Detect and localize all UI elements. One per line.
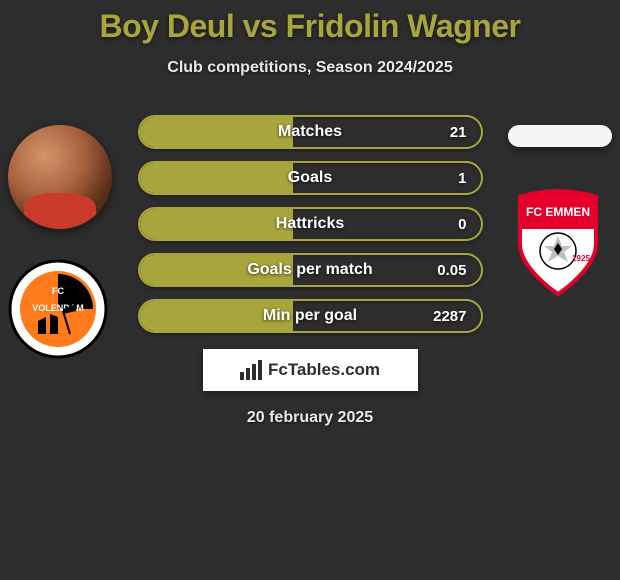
stat-row: Matches 21 <box>138 115 483 149</box>
stat-value-right: 21 <box>450 124 467 141</box>
left-player-column: FC VOLENDAM <box>8 125 112 359</box>
right-player-avatar <box>508 125 612 147</box>
right-club-badge: FC EMMEN 1925 <box>508 189 608 289</box>
comparison-date: 20 february 2025 <box>0 409 620 427</box>
stat-fill-left <box>140 117 293 147</box>
stat-row: Hattricks 0 <box>138 207 483 241</box>
stat-label: Matches <box>278 123 342 141</box>
emmen-badge-icon: FC EMMEN 1925 <box>508 189 608 299</box>
volendam-badge-icon: FC VOLENDAM <box>8 259 108 359</box>
stat-row: Goals 1 <box>138 161 483 195</box>
brand-box[interactable]: FcTables.com <box>203 349 418 391</box>
stat-row: Min per goal 2287 <box>138 299 483 333</box>
stat-row: Goals per match 0.05 <box>138 253 483 287</box>
stat-label: Min per goal <box>263 307 357 325</box>
stat-value-right: 0.05 <box>437 262 466 279</box>
chart-icon <box>240 360 262 380</box>
stat-fill-left <box>140 163 293 193</box>
svg-text:FC EMMEN: FC EMMEN <box>526 205 590 219</box>
brand-text: FcTables.com <box>268 360 380 380</box>
stats-panel: Matches 21 Goals 1 Hattricks 0 Goals per match… <box>138 115 483 333</box>
svg-text:1925: 1925 <box>572 254 590 263</box>
svg-text:VOLENDAM: VOLENDAM <box>32 303 84 313</box>
left-club-badge: FC VOLENDAM <box>8 259 108 359</box>
stat-value-right: 1 <box>458 170 466 187</box>
left-player-avatar <box>8 125 112 229</box>
comparison-subtitle: Club competitions, Season 2024/2025 <box>0 59 620 77</box>
stat-fill-left <box>140 209 293 239</box>
stat-value-right: 0 <box>458 216 466 233</box>
comparison-title: Boy Deul vs Fridolin Wagner <box>0 8 620 45</box>
svg-text:FC: FC <box>52 286 64 296</box>
stat-label: Goals per match <box>247 261 372 279</box>
right-player-column: FC EMMEN 1925 <box>508 125 612 289</box>
stat-value-right: 2287 <box>433 308 466 325</box>
stat-label: Hattricks <box>276 215 344 233</box>
stat-label: Goals <box>288 169 332 187</box>
